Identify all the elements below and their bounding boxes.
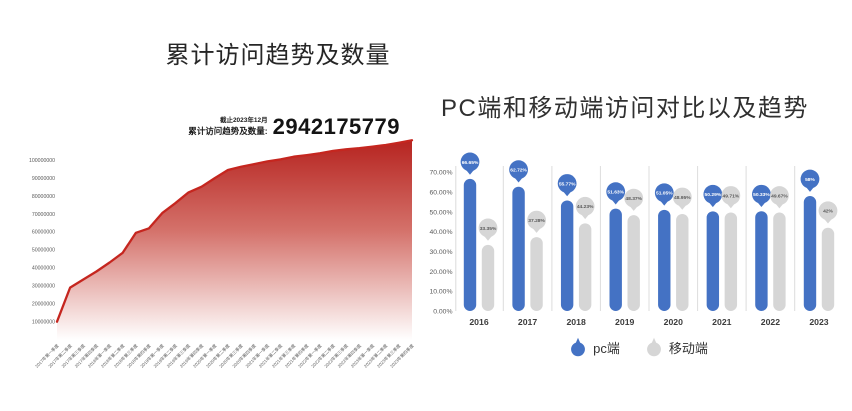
- pc-value-balloon: 50.33%: [752, 184, 771, 208]
- total-visits-value: 2942175779: [272, 114, 400, 139]
- pc-bar: [755, 211, 768, 311]
- balloon-value-label: 48.37%: [625, 196, 642, 202]
- balloon-value-label: 48.95%: [674, 195, 691, 201]
- pc-mobile-bar-chart: 0.00% 10.00% 20.00% 30.00% 40.00% 50.00% 60.00…: [429, 152, 838, 327]
- y-tick-label: 40.00%: [429, 229, 452, 236]
- mobile-bar: [773, 212, 786, 311]
- mobile-value-balloon: 33.35%: [478, 218, 498, 241]
- y-tick-label: 70000000: [32, 212, 55, 218]
- pc-bar: [512, 186, 525, 311]
- pc-bar: [803, 196, 817, 311]
- y-tick-label: 80000000: [32, 194, 55, 200]
- mobile-bar: [578, 223, 592, 311]
- y-tick-label: 90000000: [32, 176, 55, 182]
- y-tick-label: 10000000: [32, 320, 55, 326]
- area-fill: [57, 140, 412, 340]
- mobile-value-balloon: 48.95%: [672, 187, 692, 210]
- y-tick-label: 30000000: [32, 284, 55, 290]
- mobile-bar: [530, 237, 543, 311]
- legend-item-mobile: 移动端: [646, 337, 708, 357]
- year-label: 2022: [761, 317, 780, 327]
- y-tick-label: 60000000: [32, 230, 55, 236]
- legend-label-pc: pc端: [593, 340, 620, 356]
- left-x-axis-labels: 2017年第一季度2017年第二季度2017年第三季度2017年第四季度2018…: [34, 342, 416, 369]
- pc-value-balloon: 50.29%: [703, 184, 723, 208]
- balloon-value-label: 51.05%: [656, 191, 673, 197]
- trend-line: [55, 139, 414, 323]
- cumulative-chart-title: 累计访问趋势及数量: [165, 42, 391, 69]
- pc-bar: [658, 209, 671, 311]
- pc-value-balloon: 58%: [800, 169, 820, 192]
- year-label: 2021: [712, 317, 731, 327]
- y-tick-label: 20.00%: [429, 269, 452, 276]
- pc-bar: [560, 200, 574, 311]
- mobile-value-balloon: 37.28%: [527, 210, 546, 233]
- mobile-bar: [676, 213, 689, 311]
- mobile-value-balloon: 44.23%: [575, 196, 595, 220]
- balloon-value-label: 42%: [823, 209, 833, 215]
- mobile-value-balloon: 49.67%: [770, 186, 789, 209]
- pc-legend-icon: [571, 337, 586, 357]
- pc-value-balloon: 55.77%: [557, 174, 577, 197]
- legend-label-mobile: 移动端: [668, 340, 708, 356]
- y-tick-label: 0.00%: [433, 308, 452, 315]
- balloon-value-label: 33.35%: [480, 226, 497, 232]
- right-y-axis-labels: 0.00% 10.00% 20.00% 30.00% 40.00% 50.00% 60.00…: [429, 170, 452, 316]
- balloon-value-label: 37.28%: [528, 218, 545, 224]
- mobile-value-balloon: 48.37%: [624, 188, 644, 211]
- balloon-value-label: 44.23%: [577, 204, 594, 210]
- legend-item-pc: pc端: [570, 337, 620, 357]
- annotation-label: 累计访问趋势及数量:: [188, 126, 268, 137]
- year-label: 2023: [809, 317, 828, 327]
- y-tick-label: 70.00%: [429, 170, 452, 177]
- year-label: 2016: [469, 317, 488, 327]
- y-tick-label: 30.00%: [429, 249, 452, 256]
- balloon-value-label: 50.33%: [753, 192, 770, 198]
- year-label: 2020: [664, 317, 683, 327]
- balloon-value-label: 50.29%: [705, 192, 722, 198]
- mobile-bar: [821, 227, 835, 311]
- pc-value-balloon: 62.72%: [509, 160, 528, 183]
- year-label: 2018: [566, 317, 585, 327]
- x-tick-label: 2023年第四季度: [389, 342, 416, 369]
- cumulative-area-chart: 10000000 20000000 30000000 40000000 50000000…: [29, 139, 416, 369]
- y-tick-label: 60.00%: [429, 189, 452, 196]
- mobile-legend-icon: [646, 337, 661, 357]
- year-label: 2019: [615, 317, 634, 327]
- balloon-value-label: 58%: [805, 177, 815, 183]
- y-tick-label: 10.00%: [429, 289, 452, 296]
- y-tick-label: 50.00%: [429, 209, 452, 216]
- y-tick-label: 50000000: [32, 248, 55, 254]
- mobile-bar: [481, 244, 495, 311]
- cumulative-total-annotation: 截止2023年12月 累计访问趋势及数量: 2942175779: [188, 114, 400, 139]
- y-tick-label: 100000000: [29, 158, 55, 164]
- y-tick-label: 40000000: [32, 266, 55, 272]
- mobile-value-balloon: 49.71%: [721, 186, 741, 209]
- balloon-value-label: 51.63%: [607, 190, 624, 196]
- as-of-date: 截止2023年12月: [219, 117, 268, 125]
- pc-value-balloon: 51.63%: [606, 182, 626, 205]
- balloon-value-label: 62.72%: [510, 168, 527, 174]
- pc-value-balloon: 51.05%: [654, 183, 674, 206]
- comparison-chart-legend: pc端 移动端: [426, 337, 852, 357]
- mobile-bar: [724, 212, 738, 311]
- mobile-bar: [627, 215, 640, 311]
- year-label: 2017: [518, 317, 537, 327]
- balloon-value-label: 66.65%: [462, 160, 479, 166]
- balloon-value-label: 55.77%: [559, 181, 576, 187]
- comparison-chart-title: PC端和移动端访问对比以及趋势: [441, 95, 809, 122]
- pc-bar: [463, 178, 477, 311]
- left-y-axis-labels: 10000000 20000000 30000000 40000000 50000000…: [29, 158, 55, 326]
- pc-bar: [609, 208, 622, 311]
- y-tick-label: 20000000: [32, 302, 55, 308]
- mobile-value-balloon: 42%: [818, 201, 838, 224]
- balloon-value-label: 49.67%: [771, 193, 788, 199]
- pc-bar: [706, 211, 720, 311]
- pc-value-balloon: 66.65%: [460, 152, 480, 175]
- balloon-value-label: 49.71%: [723, 193, 740, 199]
- year-labels: 2016 2017 2018 2019 2020 2021 2022 2023: [469, 317, 828, 327]
